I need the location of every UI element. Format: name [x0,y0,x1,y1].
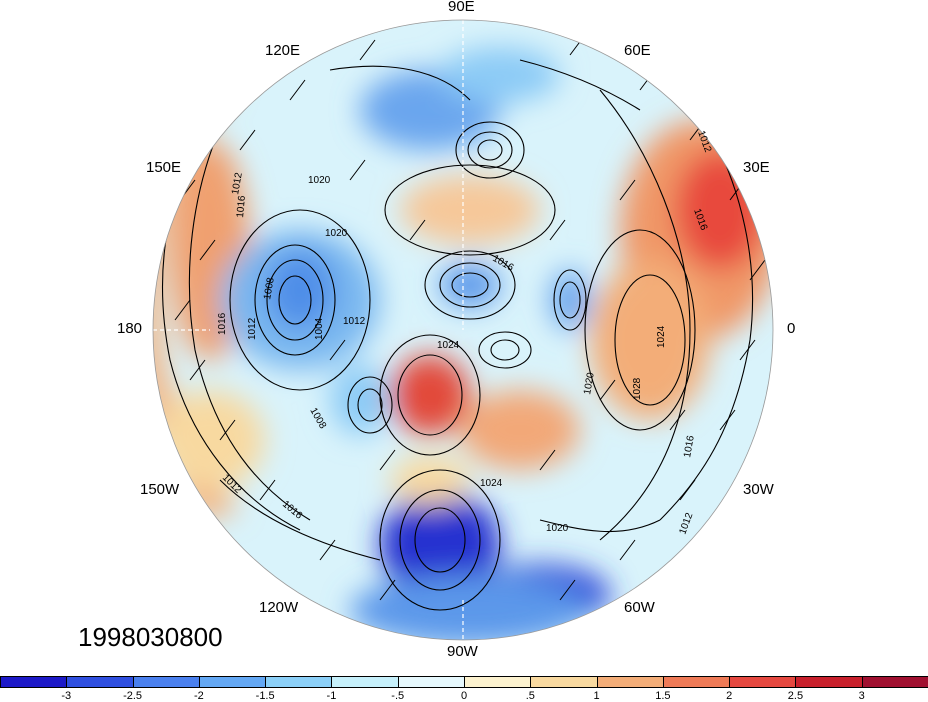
colorbar-swatch [0,676,68,688]
contour-label: 1012 [343,316,366,327]
contour-label: 1012 [247,317,258,340]
colorbar-swatch [66,676,134,688]
wind-barbs [174,34,766,601]
colorbar-swatch [861,676,928,688]
lon-label-120w: 120W [259,599,299,616]
contour-label: 1024 [480,478,503,489]
anomaly-field [153,20,773,640]
colorbar-swatch [795,676,863,688]
colorbar-swatch [331,676,399,688]
colorbar-swatch [397,676,465,688]
colorbar-tick-label: 2 [726,690,733,702]
lon-label-0: 0 [787,320,796,337]
lon-label-60e: 60E [624,42,651,59]
colorbar-swatch [198,676,267,688]
colorbar-tick-label: 0 [460,690,468,702]
colorbar-tick-label: -3 [61,690,72,702]
contour-label: 1016 [235,195,248,219]
lon-label-150w: 150W [140,481,180,498]
contour-label: 1004 [314,317,325,340]
map-boundary [152,19,774,641]
colorbar-tick-label: -1.5 [255,690,275,702]
contour-label: 1016 [682,434,697,458]
lon-label-180: 180 [117,320,143,337]
contour-label: 1008 [262,276,277,300]
colorbar-tick-label: -2 [193,690,204,702]
colorbar-swatch [464,676,532,688]
colorbar-swatch [530,676,598,688]
colorbar-tick-label: 1.5 [655,690,671,702]
contour-label: 1024 [656,325,667,348]
contour-label: 1028 [632,377,643,400]
lon-label-30w: 30W [743,481,774,498]
polar-map: 1012 1016 1020 1020 1008 1012 1004 1012 … [152,19,774,641]
contour-label: 1012 [230,171,245,195]
colorbar-tick-label: -.5 [391,690,405,702]
contour-label: 1016 [217,312,228,335]
contour-label: 1020 [325,228,348,239]
colorbar-swatch [729,676,797,688]
colorbar-swatch [265,676,333,688]
colorbar-tick-label: 1 [593,690,600,702]
timestamp-label: 1998030800 [78,622,223,652]
contour-label: 1020 [546,523,569,534]
colorbar-tick-label: -2.5 [123,690,143,702]
contour-label: 1024 [437,340,460,351]
contour-label: 1020 [582,371,597,395]
lon-label-120e: 120E [265,42,301,59]
colorbar-swatch [662,676,731,688]
lon-label-30e: 30E [743,159,770,176]
colorbar: -3 -2.5 -2 -1.5 -1 -.5 0 .5 1 1.5 2 2.5 3 [0,676,928,702]
colorbar-tick-label: 3 [858,690,865,702]
colorbar-tick-label: 2.5 [787,690,804,702]
colorbar-tick-label: .5 [525,690,535,702]
lon-label-150e: 150E [146,159,182,176]
colorbar-tick-label: -1 [326,690,337,702]
colorbar-swatch [596,676,664,688]
lon-label-90w: 90W [447,643,478,660]
colorbar-swatch [132,676,200,688]
contour-label: 1020 [308,175,331,186]
lon-label-60w: 60W [624,599,655,616]
graticule [153,20,464,640]
lon-label-90e: 90E [448,0,475,15]
